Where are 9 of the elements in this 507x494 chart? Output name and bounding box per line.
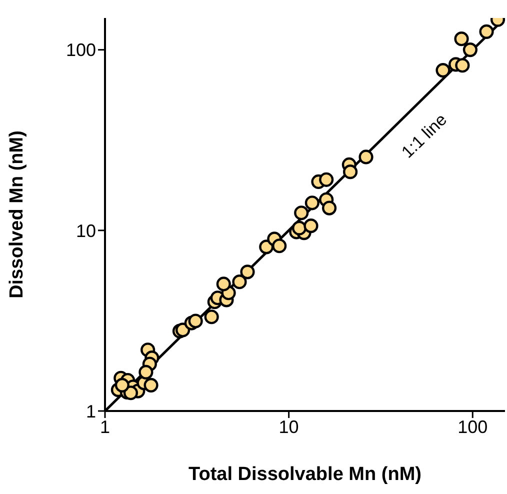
y-tick-label: 100 — [66, 40, 96, 60]
x-axis-title: Total Dissolvable Mn (nM) — [188, 464, 422, 485]
x-tick-label: 100 — [458, 416, 488, 437]
x-tick-label: 1 — [100, 416, 110, 437]
text: 1:1 line — [398, 110, 451, 162]
x-tick-label: 10 — [278, 416, 299, 437]
y-tick-label: 1 — [86, 401, 96, 422]
y-tick-label: 10 — [76, 220, 96, 241]
y-axis-title: Dissolved Mn (nM) — [6, 130, 28, 298]
